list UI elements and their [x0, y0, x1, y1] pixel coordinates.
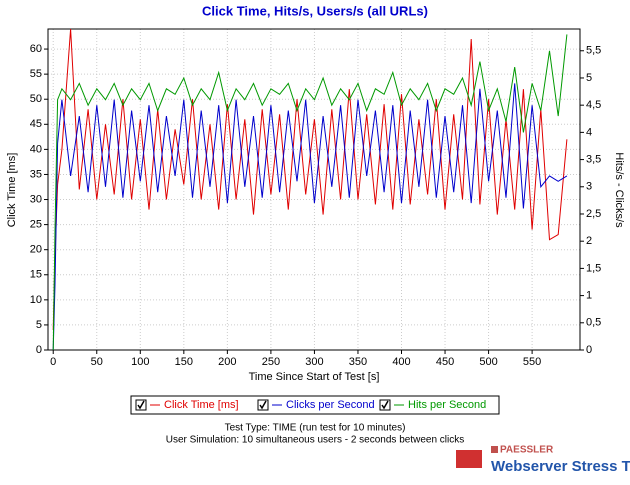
x-tick-label: 400: [392, 356, 410, 368]
y-tick-label: 60: [30, 43, 42, 55]
legend-check: [137, 400, 145, 410]
y2-tick-label: 5: [586, 72, 592, 84]
y2-tick-label: 1: [586, 289, 592, 301]
y-tick-label: 20: [30, 244, 42, 256]
legend-label: Clicks per Second: [286, 399, 375, 411]
y-tick-label: 25: [30, 219, 42, 231]
plot-frame: [47, 28, 581, 351]
y-tick-label: 35: [30, 168, 42, 180]
y2-tick-label: 0: [586, 344, 592, 356]
series-line: [52, 34, 568, 351]
y2-tick-label: 3: [586, 181, 592, 193]
y-tick-label: 0: [36, 344, 42, 356]
brand: PAESSLER: [500, 445, 554, 456]
footer-line: User Simulation: 10 simultaneous users -…: [166, 435, 464, 446]
footer-line: Test Type: TIME (run test for 10 minutes…: [225, 423, 406, 434]
x-tick-label: 50: [91, 356, 103, 368]
series-line: [52, 28, 568, 330]
y2-axis-label: Hits/s - Clicks/s: [613, 152, 625, 228]
y-tick-label: 50: [30, 93, 42, 105]
y-tick-label: 15: [30, 269, 42, 281]
x-tick-label: 0: [50, 356, 56, 368]
legend-box: [130, 395, 500, 415]
y2-tick-label: 4,5: [586, 99, 601, 111]
y2-tick-label: 4: [586, 126, 592, 138]
x-tick-label: 100: [131, 356, 149, 368]
y2-tick-label: 2: [586, 235, 592, 247]
y-tick-label: 10: [30, 294, 42, 306]
y-tick-label: 30: [30, 193, 42, 205]
logo-mark: [491, 446, 498, 453]
logo-icon: [456, 450, 482, 468]
y2-tick-label: 5,5: [586, 45, 601, 57]
x-tick-label: 450: [436, 356, 454, 368]
y2-tick-label: 0,5: [586, 317, 601, 329]
y-tick-label: 55: [30, 68, 42, 80]
legend-label: Hits per Second: [408, 399, 486, 411]
y-tick-label: 40: [30, 143, 42, 155]
chart-title: Click Time, Hits/s, Users/s (all URLs): [202, 3, 428, 18]
x-axis-label: Time Since Start of Test [s]: [249, 371, 380, 383]
x-tick-label: 550: [523, 356, 541, 368]
legend-label: Click Time [ms]: [164, 399, 239, 411]
y-axis-label: Click Time [ms]: [6, 153, 18, 228]
x-tick-label: 250: [262, 356, 280, 368]
x-tick-label: 200: [218, 356, 236, 368]
legend-check: [381, 400, 389, 410]
y-tick-label: 45: [30, 118, 42, 130]
y2-tick-label: 2,5: [586, 208, 601, 220]
y2-tick-label: 1,5: [586, 262, 601, 274]
y-tick-label: 5: [36, 319, 42, 331]
x-tick-label: 350: [349, 356, 367, 368]
x-tick-label: 300: [305, 356, 323, 368]
product: Webserver Stress Tool: [491, 458, 630, 475]
legend-check: [259, 400, 267, 410]
y2-tick-label: 3,5: [586, 153, 601, 165]
x-tick-label: 150: [175, 356, 193, 368]
series-line: [52, 83, 568, 351]
x-tick-label: 500: [479, 356, 497, 368]
